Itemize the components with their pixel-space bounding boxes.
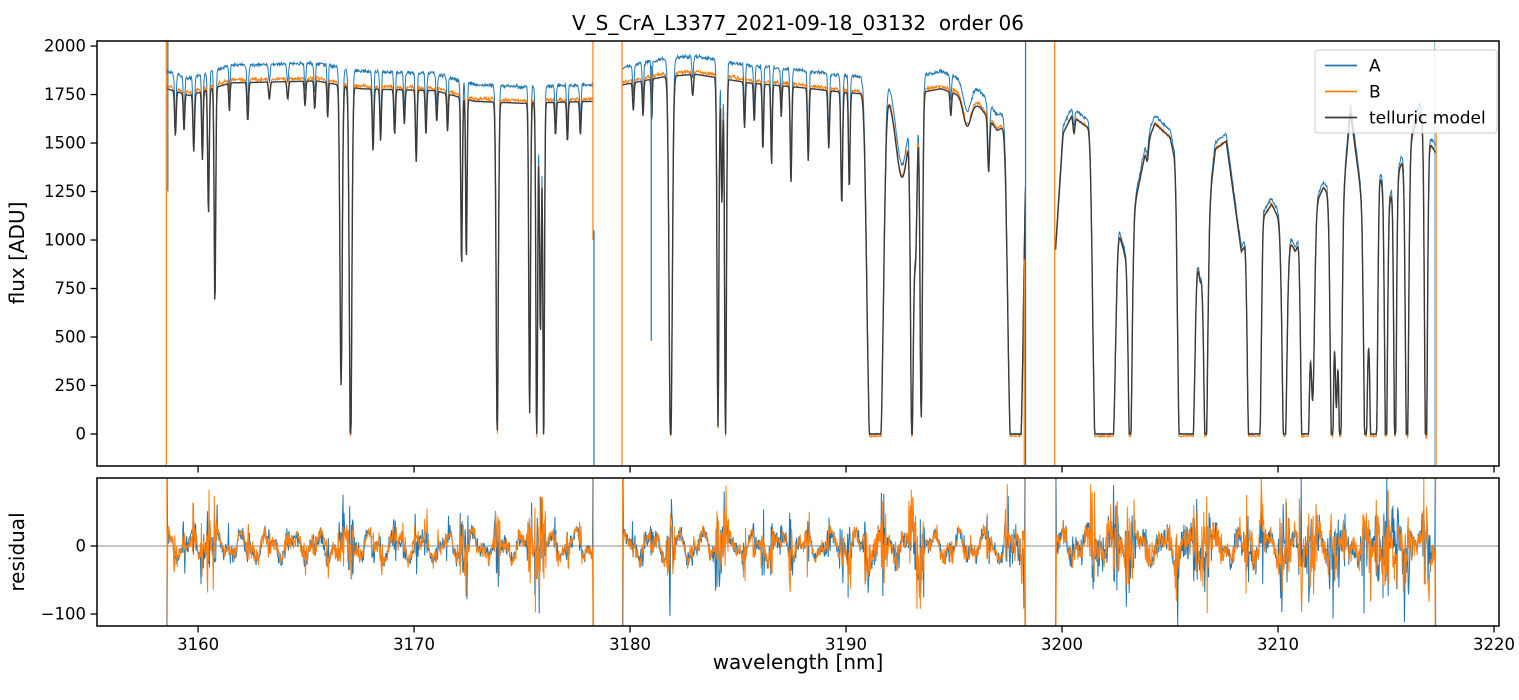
residual-tick-label: 0 — [76, 537, 87, 556]
flux-tick-label: 250 — [55, 376, 87, 395]
flux-tick-label: 750 — [55, 279, 87, 298]
residual-curve-B — [166, 478, 1437, 626]
flux-axes-data — [165, 41, 1437, 466]
flux-curve-A — [166, 53, 1437, 437]
flux-tick-label: 1000 — [44, 231, 86, 250]
flux-y-axis-label: flux [ADU] — [5, 202, 29, 305]
x-tick-label: 3210 — [1257, 635, 1299, 654]
residual-axes-data — [97, 478, 1499, 626]
legend-label-A: A — [1369, 57, 1381, 77]
legend-label-B: B — [1369, 83, 1381, 103]
x-tick-label: 3220 — [1473, 635, 1515, 654]
x-tick-label: 3200 — [1041, 635, 1083, 654]
residual-axes-spines — [96, 477, 1500, 627]
residual-tick-label: −100 — [41, 605, 86, 624]
flux-tick-label: 1500 — [44, 134, 86, 153]
x-tick-label: 3160 — [177, 635, 219, 654]
flux-tick-label: 2000 — [44, 37, 86, 56]
legend-label-telluric-model: telluric model — [1369, 109, 1486, 129]
legend: A B telluric model — [1314, 49, 1498, 134]
plot-title: V_S_CrA_L3377_2021-09-18_03132 order 06 — [572, 11, 1024, 35]
flux-tick-label: 0 — [76, 424, 87, 443]
x-tick-label: 3190 — [825, 635, 867, 654]
x-tick-label: 3170 — [393, 635, 435, 654]
legend-frame — [1314, 49, 1498, 134]
flux-tick-label: 1250 — [44, 182, 86, 201]
flux-curve-telluric-model — [166, 73, 1437, 435]
flux-tick-label: 500 — [55, 328, 87, 347]
residual-y-axis-label: residual — [5, 512, 29, 591]
axes-ticks: 3160 3170 3180 3190 3200 3210 3220 0 250 500 750 10… — [41, 37, 1515, 654]
flux-tick-label: 1750 — [44, 85, 86, 104]
x-axis-label: wavelength [nm] — [713, 650, 884, 674]
flux-axes-spines — [96, 40, 1500, 467]
x-tick-label: 3180 — [609, 635, 651, 654]
